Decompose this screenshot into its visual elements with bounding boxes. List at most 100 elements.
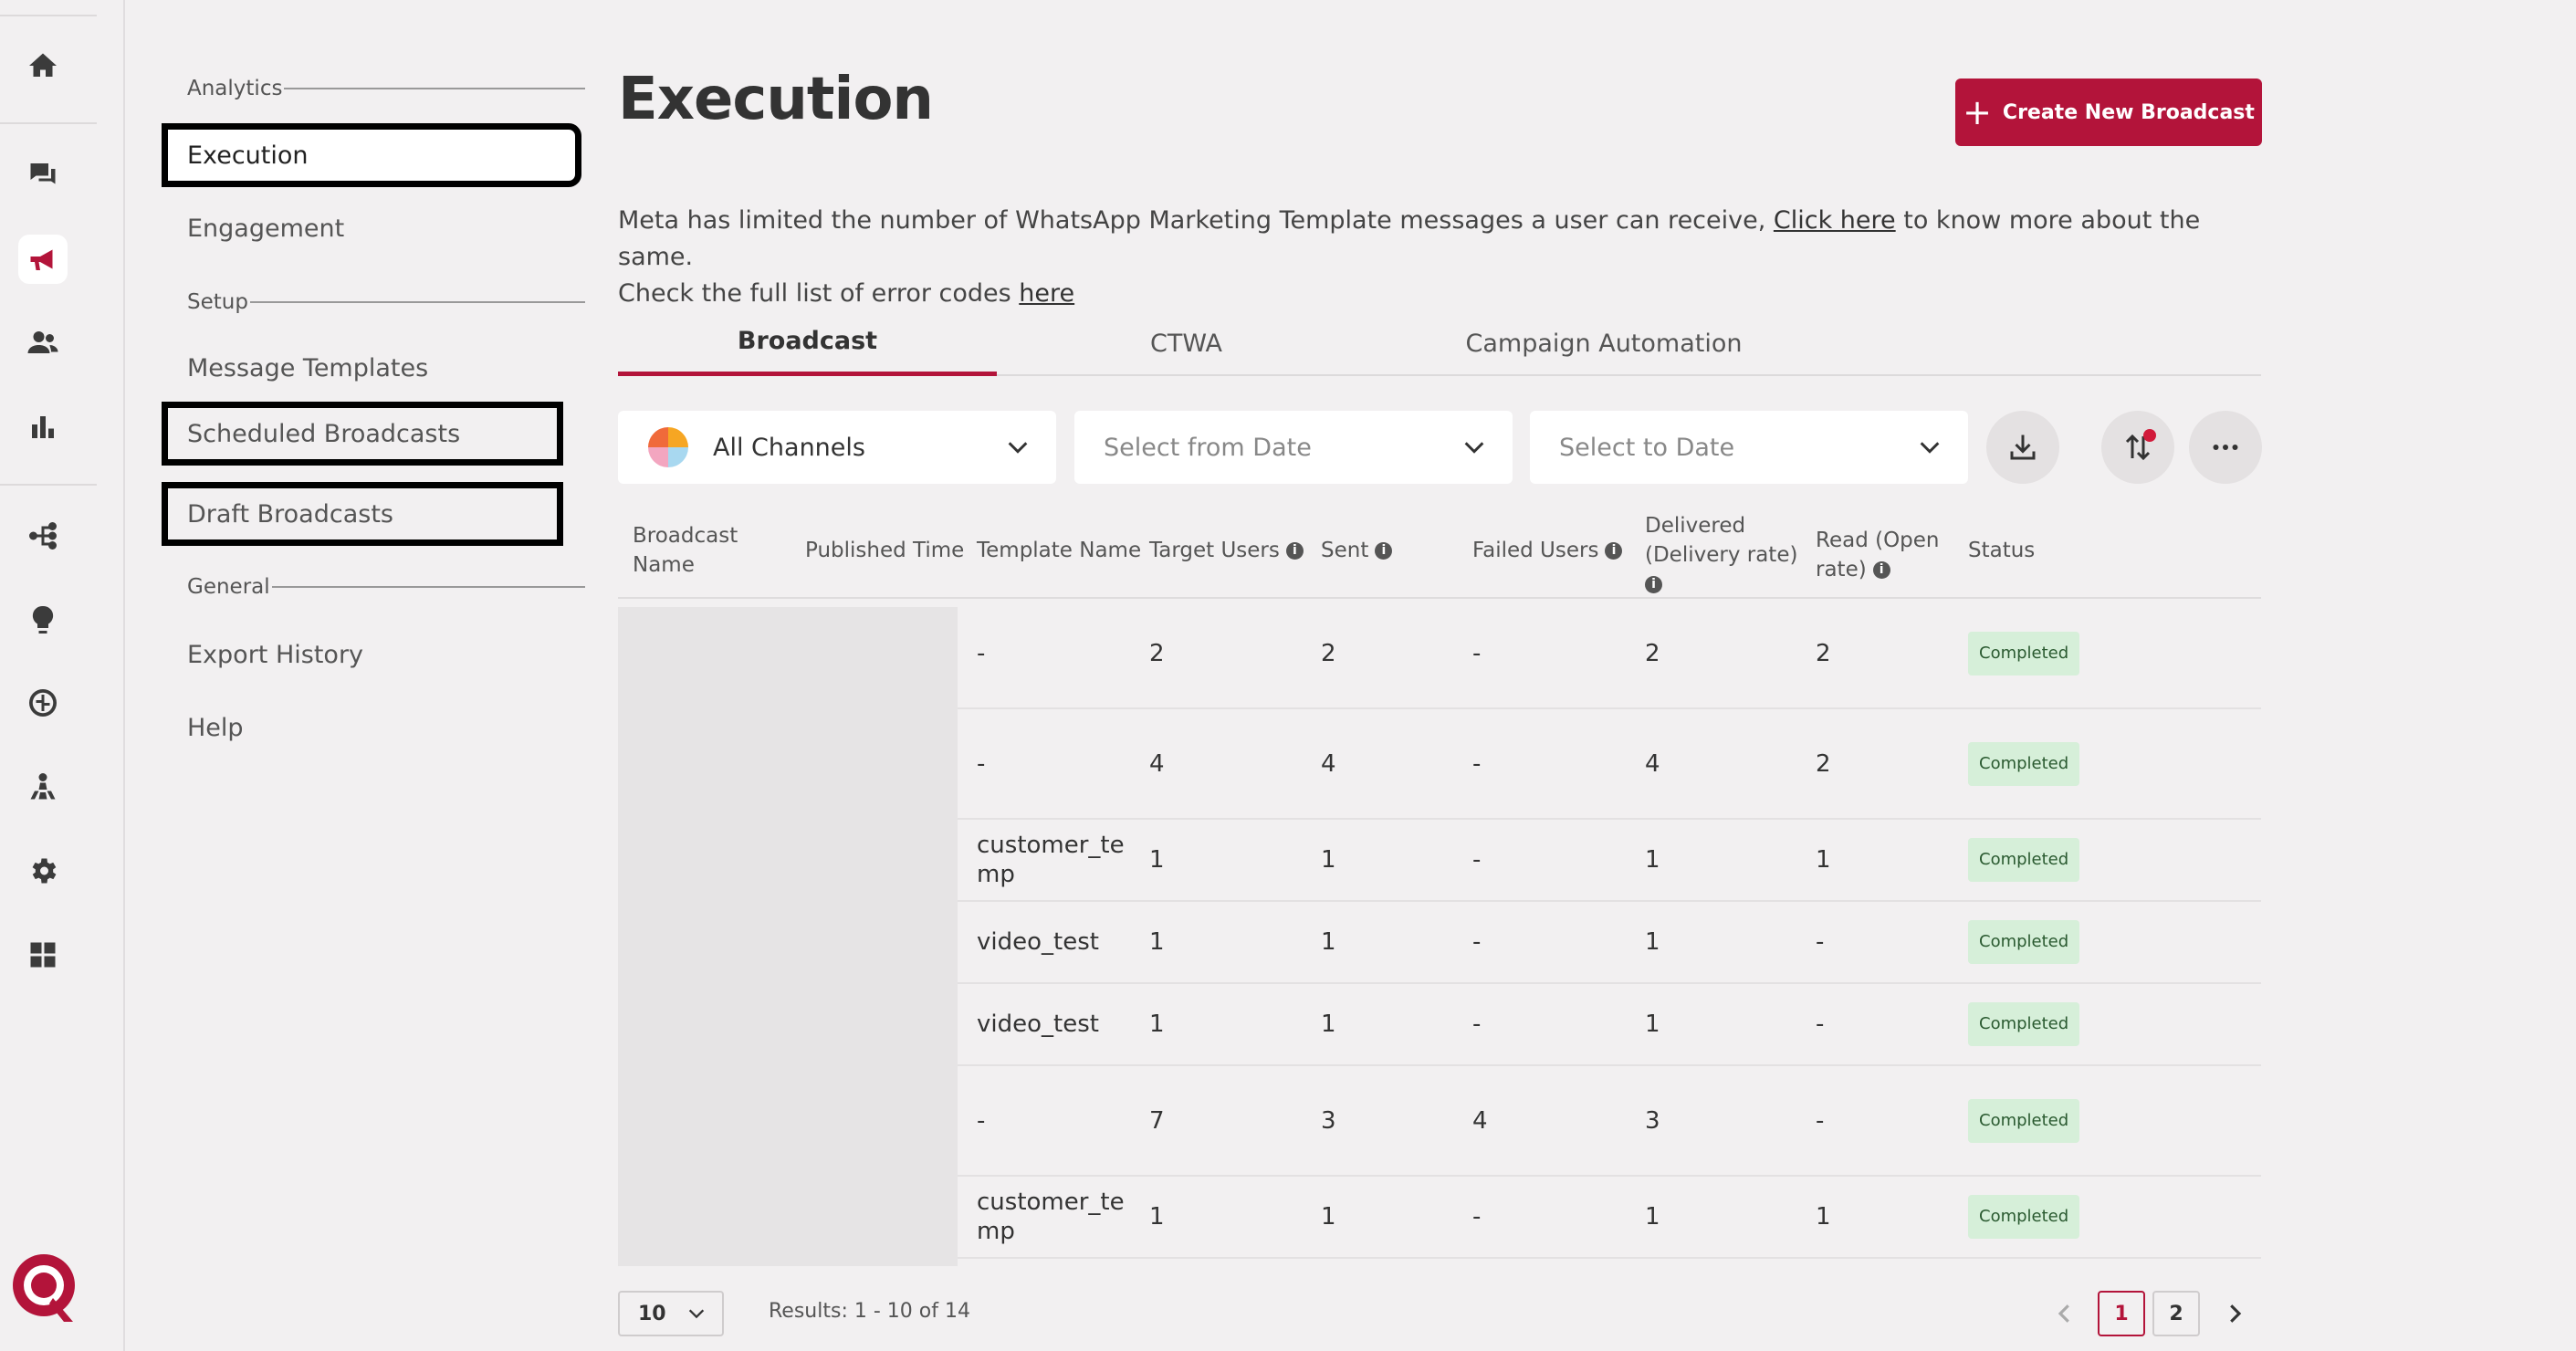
info-icon[interactable]: i bbox=[1285, 541, 1304, 560]
col-failed-users[interactable]: Failed Users i bbox=[1472, 502, 1646, 599]
rail-divider bbox=[0, 15, 97, 16]
chevron-right-icon[interactable] bbox=[2221, 1300, 2248, 1327]
col-broadcast-name[interactable]: Broadcast Name bbox=[633, 524, 738, 577]
cell-status: Completed bbox=[1968, 902, 2080, 982]
cell-target: 7 bbox=[1149, 1106, 1165, 1135]
cell-read: 1 bbox=[1816, 1203, 1831, 1231]
col-delivered[interactable]: Delivered (Delivery rate) i bbox=[1645, 514, 1798, 593]
megaphone-icon[interactable] bbox=[18, 235, 68, 284]
col-status[interactable]: Status bbox=[1968, 539, 2036, 562]
flow-icon[interactable] bbox=[21, 514, 65, 558]
info-icon[interactable]: i bbox=[1645, 576, 1662, 593]
status-badge: Completed bbox=[1968, 920, 2080, 964]
lightbulb-icon[interactable] bbox=[21, 598, 65, 642]
col-read[interactable]: Read (Open rate) i bbox=[1816, 529, 1940, 581]
col-template-name[interactable]: Template Name bbox=[977, 539, 1142, 562]
table-row[interactable]: - 7 3 4 3 - Completed bbox=[618, 1066, 2261, 1177]
col-published-time[interactable]: Published Time bbox=[805, 539, 965, 562]
chevron-left-icon[interactable] bbox=[2051, 1300, 2079, 1327]
cell-template: customer_temp bbox=[977, 832, 1125, 888]
nav-item-scheduled-broadcasts[interactable]: Scheduled Broadcasts bbox=[162, 402, 563, 466]
tab-ctwa[interactable]: CTWA bbox=[1149, 329, 1223, 358]
cell-sent: 4 bbox=[1321, 749, 1336, 778]
icon-rail bbox=[0, 0, 125, 1351]
cell-status: Completed bbox=[1968, 599, 2080, 707]
cell-status: Completed bbox=[1968, 709, 2080, 818]
more-icon bbox=[2213, 445, 2238, 450]
rail-divider bbox=[0, 122, 97, 124]
cell-status: Completed bbox=[1968, 1066, 2080, 1175]
chevron-down-icon bbox=[688, 1309, 704, 1319]
page-1-button[interactable]: 1 bbox=[2098, 1291, 2145, 1336]
broadcast-table: Broadcast Name Published Time Template N… bbox=[618, 502, 2261, 1259]
cell-delivered: 2 bbox=[1645, 639, 1660, 667]
brain-icon[interactable] bbox=[21, 681, 65, 725]
cell-failed: - bbox=[1472, 749, 1482, 778]
cell-template: - bbox=[977, 1106, 986, 1135]
cell-delivered: 1 bbox=[1645, 1011, 1660, 1038]
nav-item-help[interactable]: Help bbox=[187, 713, 244, 742]
org-icon[interactable] bbox=[21, 765, 65, 809]
cell-failed: - bbox=[1472, 639, 1482, 667]
col-sent[interactable]: Sent i bbox=[1321, 502, 1467, 599]
gear-icon[interactable] bbox=[21, 849, 65, 893]
to-date-select[interactable]: Select to Date bbox=[1530, 411, 1968, 484]
chevron-down-icon bbox=[1464, 442, 1484, 454]
create-broadcast-button[interactable]: + Create New Broadcast bbox=[1955, 79, 2262, 146]
tab-campaign-automation[interactable]: Campaign Automation bbox=[1465, 329, 1743, 358]
from-date-select[interactable]: Select from Date bbox=[1074, 411, 1513, 484]
sort-button[interactable] bbox=[2101, 411, 2174, 484]
cell-template: video_test bbox=[977, 1011, 1099, 1038]
cell-read: 1 bbox=[1816, 846, 1831, 874]
cell-delivered: 1 bbox=[1645, 928, 1660, 956]
status-badge: Completed bbox=[1968, 631, 2080, 676]
users-icon[interactable] bbox=[21, 320, 65, 364]
cell-read: 2 bbox=[1816, 639, 1831, 667]
cell-status: Completed bbox=[1968, 820, 2080, 900]
info-icon[interactable]: i bbox=[1872, 561, 1890, 579]
cell-template: - bbox=[977, 749, 986, 778]
tab-broadcast[interactable]: Broadcast bbox=[618, 310, 997, 376]
cell-failed: - bbox=[1472, 1203, 1482, 1231]
status-badge: Completed bbox=[1968, 1002, 2080, 1046]
cell-sent: 1 bbox=[1321, 846, 1336, 874]
cell-read: - bbox=[1816, 1106, 1825, 1135]
click-here-link[interactable]: Click here bbox=[1773, 206, 1896, 235]
cell-template: - bbox=[977, 639, 986, 667]
nav-item-execution[interactable]: Execution bbox=[162, 123, 581, 187]
more-options-button[interactable] bbox=[2189, 411, 2262, 484]
table-row[interactable]: customer_temp 1 1 - 1 1 Completed bbox=[618, 1177, 2261, 1259]
info-icon[interactable]: i bbox=[1605, 541, 1623, 560]
cell-target: 1 bbox=[1149, 846, 1165, 874]
page-size-select[interactable]: 10 bbox=[618, 1291, 724, 1336]
channel-select[interactable]: All Channels bbox=[618, 411, 1056, 484]
meta-limit-notice: Meta has limited the number of WhatsApp … bbox=[618, 206, 2201, 308]
sub-navigation: Analytics Execution Engagement Setup Mes… bbox=[125, 0, 591, 1351]
cell-failed: - bbox=[1472, 928, 1482, 956]
integrations-icon[interactable] bbox=[21, 933, 65, 977]
table-header: Broadcast Name Published Time Template N… bbox=[618, 502, 2261, 599]
redacted-cells bbox=[618, 607, 958, 1266]
chat-icon[interactable] bbox=[21, 152, 65, 196]
error-codes-link[interactable]: here bbox=[1019, 279, 1075, 308]
nav-item-engagement[interactable]: Engagement bbox=[187, 214, 345, 243]
nav-item-export-history[interactable]: Export History bbox=[187, 640, 364, 669]
nav-item-message-templates[interactable]: Message Templates bbox=[187, 353, 429, 382]
table-row[interactable]: customer_temp 1 1 - 1 1 Completed bbox=[618, 820, 2261, 902]
cell-failed: - bbox=[1472, 1011, 1482, 1038]
nav-item-draft-broadcasts[interactable]: Draft Broadcasts bbox=[162, 482, 563, 546]
page-2-button[interactable]: 2 bbox=[2152, 1291, 2200, 1336]
tab-bar: Broadcast CTWA Campaign Automation bbox=[618, 310, 2261, 376]
section-label-analytics: Analytics bbox=[187, 77, 585, 100]
table-row[interactable]: - 4 4 - 4 2 Completed bbox=[618, 709, 2261, 820]
col-target-users[interactable]: Target Users i bbox=[1149, 502, 1323, 599]
bar-chart-icon[interactable] bbox=[21, 405, 65, 449]
cell-delivered: 1 bbox=[1645, 1203, 1660, 1231]
download-button[interactable] bbox=[1986, 411, 2059, 484]
table-row[interactable]: video_test 1 1 - 1 - Completed bbox=[618, 902, 2261, 984]
cell-sent: 2 bbox=[1321, 639, 1336, 667]
table-row[interactable]: video_test 1 1 - 1 - Completed bbox=[618, 984, 2261, 1066]
info-icon[interactable]: i bbox=[1375, 541, 1393, 560]
home-icon[interactable] bbox=[21, 44, 65, 88]
table-row[interactable]: - 2 2 - 2 2 Completed bbox=[618, 599, 2261, 709]
